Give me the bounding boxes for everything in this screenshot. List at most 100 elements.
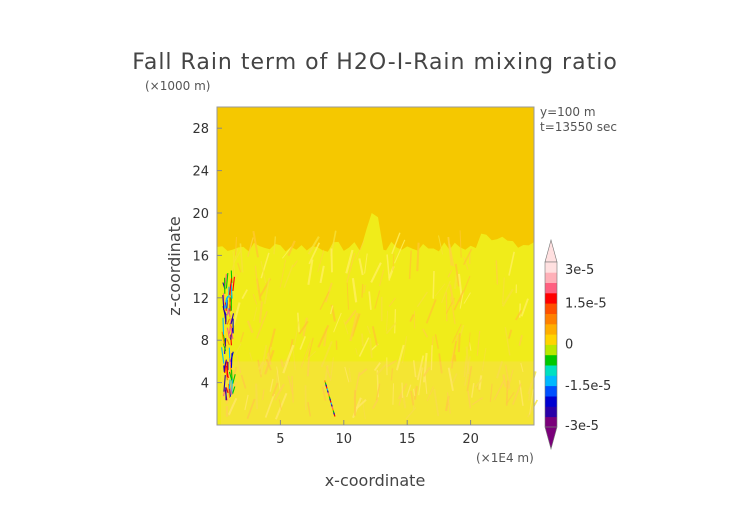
field-streak (507, 329, 513, 339)
field-streak (401, 382, 404, 398)
field-streak (515, 309, 523, 321)
field-streak (344, 366, 350, 383)
colorbar-segment (545, 292, 557, 304)
field-streak (374, 290, 381, 309)
field-streak (364, 253, 368, 274)
field-streak (265, 358, 272, 371)
field-streak (273, 236, 277, 255)
colorbar-segment (545, 303, 557, 314)
mixed-streak-stroke (331, 406, 334, 409)
mixed-column-stroke (226, 327, 231, 339)
y-tick-label: 24 (192, 165, 209, 180)
field-streak (408, 250, 412, 280)
field-streak (416, 291, 428, 308)
y-unit-label: (×1000 m) (145, 79, 210, 93)
field-streak (317, 249, 325, 272)
plot-area (217, 107, 539, 425)
field-streak (366, 325, 371, 335)
field-streak (410, 390, 415, 406)
field-streak (247, 237, 254, 257)
colorbar-tick-label: 0 (565, 338, 573, 353)
mixed-streak-stroke (324, 382, 327, 385)
x-axis-label: x-coordinate (325, 471, 426, 490)
field-streak (254, 265, 259, 291)
field-streak (321, 386, 327, 401)
field-streak (280, 359, 284, 368)
field-streak (416, 355, 425, 381)
field-streak (351, 277, 358, 303)
field-streak (234, 343, 242, 355)
field-streak (269, 378, 274, 392)
field-streak (370, 262, 382, 283)
field-streak (320, 340, 333, 368)
field-streak (392, 253, 395, 271)
field-streak (474, 378, 483, 388)
mixed-column-stroke (230, 313, 235, 325)
field-streak (394, 309, 396, 334)
colorbar-tick-label: -3e-5 (565, 419, 599, 434)
mixed-column-stroke (228, 278, 233, 295)
field-streak (355, 348, 358, 355)
field-streak (343, 320, 349, 335)
field-streak (276, 366, 281, 392)
field-streak (464, 356, 471, 386)
field-streak (274, 383, 285, 401)
field-streak (405, 407, 417, 420)
field-streak (412, 388, 416, 396)
field-streak (300, 339, 312, 368)
field-streak (329, 357, 334, 381)
mixed-column-stroke (224, 367, 229, 381)
y-tick-label: 28 (192, 122, 209, 137)
field-streak (422, 352, 428, 383)
colorbar-segment (545, 406, 557, 418)
field-streak (291, 375, 294, 403)
mixed-streak-stroke (326, 390, 329, 393)
field-streak (252, 293, 258, 305)
field-streak (471, 382, 475, 398)
mixed-column-stroke (221, 331, 226, 347)
mixed-streak-stroke (325, 386, 328, 389)
field-streak (368, 291, 372, 310)
field-streak (476, 330, 481, 356)
field-streak (252, 230, 259, 258)
mixed-column-stroke (230, 353, 233, 368)
field-streak (246, 398, 256, 420)
field-streak (372, 398, 379, 410)
field-streak (264, 277, 271, 305)
field-streak (512, 383, 522, 405)
field-streak (256, 311, 268, 339)
field-streak (249, 352, 253, 361)
field-streak (466, 366, 473, 392)
field-streak (292, 260, 298, 268)
field-streak (453, 354, 457, 362)
field-streak (447, 367, 454, 391)
field-streak (391, 232, 401, 255)
field-streak (283, 264, 294, 288)
colorbar-segment (545, 396, 557, 407)
mixed-column-stroke (223, 359, 227, 369)
field-streak (495, 260, 499, 285)
field-streak (469, 342, 472, 351)
field-streak (355, 240, 365, 261)
field-streak (232, 302, 241, 326)
field-streak (418, 367, 423, 396)
mixed-column-stroke (232, 386, 236, 394)
field-streak (386, 359, 398, 368)
mixed-column-stroke (222, 343, 227, 352)
field-streak (253, 306, 258, 322)
field-streak (344, 309, 357, 325)
field-streak (463, 292, 471, 304)
mixed-column-stroke (232, 276, 235, 292)
field-streak (255, 383, 259, 410)
field-streak (385, 321, 397, 335)
field-streak (422, 328, 429, 338)
field-streak (346, 252, 356, 283)
field-streak (458, 273, 463, 297)
field-streak (299, 336, 307, 350)
field-streak (232, 251, 236, 281)
field-streak (345, 249, 354, 274)
colorbar-segment (545, 365, 557, 376)
field-streak (454, 263, 460, 287)
field-streak (282, 246, 293, 259)
field-streak (246, 320, 254, 334)
